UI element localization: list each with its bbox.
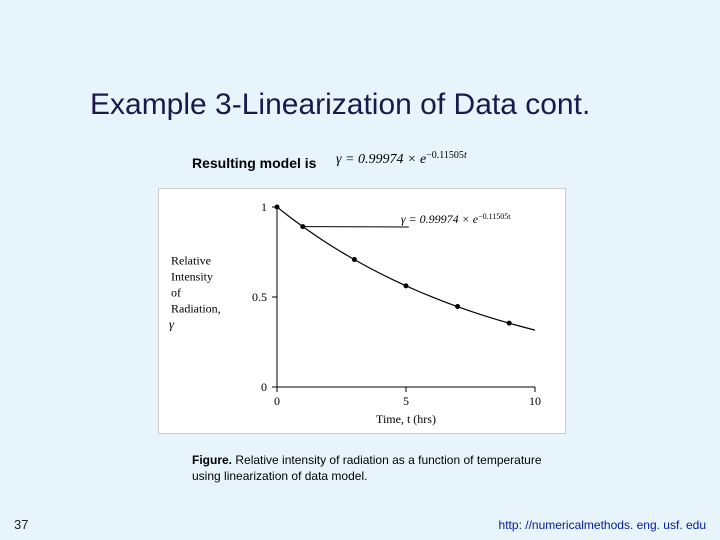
svg-text:5: 5 [403,394,409,408]
page-number: 37 [14,517,28,532]
chart-container: 0 5 10 0 0.5 1 Relative Intensity of Radiation,γ T… [158,188,566,434]
svg-text:0: 0 [261,380,267,394]
svg-text:0: 0 [274,394,280,408]
eq-lhs: γ [336,152,342,167]
caption-label: Figure. [192,453,232,467]
svg-text:0.5: 0.5 [252,290,267,304]
model-equation: γ = 0.99974 × e−0.11505t [336,152,467,168]
slide-title: Example 3-Linearization of Data cont. [90,88,590,122]
svg-text:Relative: Relative [171,254,211,268]
footer-url: http: //numericalmethods. eng. usf. edu [499,518,706,532]
svg-text:Intensity: Intensity [171,270,213,284]
slide: Example 3-Linearization of Data cont. Re… [0,0,720,540]
subtitle-prefix: Resulting model is [192,155,316,171]
svg-text:Time, t (hrs): Time, t (hrs) [376,412,436,426]
caption-text: Relative intensity of radiation as a fun… [192,453,542,483]
eq-coeff: 0.99974 [358,152,404,167]
svg-text:1: 1 [261,200,267,214]
svg-text:10: 10 [529,394,541,408]
svg-text:Radiation,: Radiation, [171,302,221,316]
chart-svg: 0 5 10 0 0.5 1 Relative Intensity of Radiation,γ T… [159,189,565,433]
figure-caption: Figure. Relative intensity of radiation … [192,452,552,484]
svg-text:γ: γ [169,317,175,332]
svg-text:of: of [171,286,181,300]
subtitle: Resulting model is [192,155,316,171]
